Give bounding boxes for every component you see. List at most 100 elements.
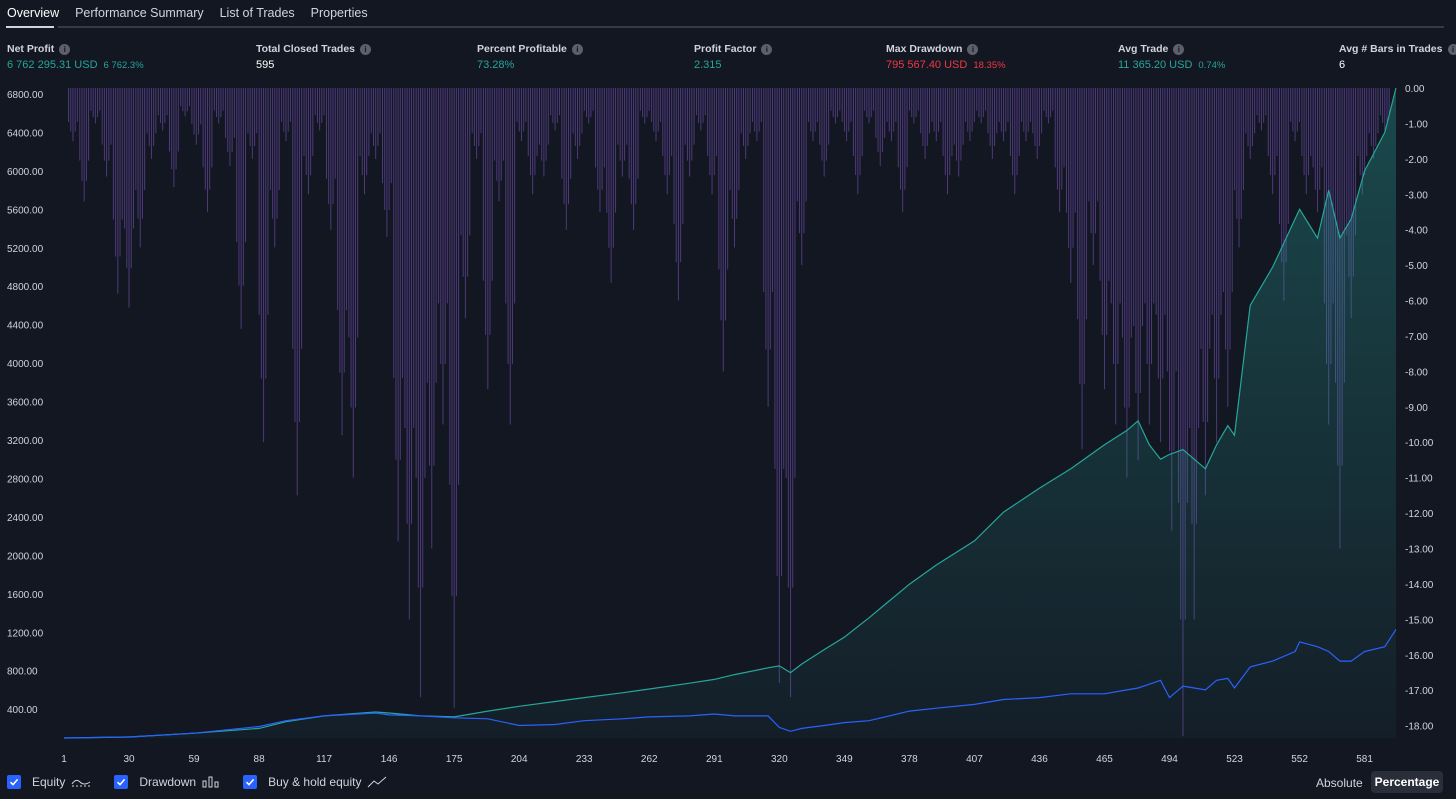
stat-label: Net Profit	[7, 43, 55, 55]
x-tick: 1	[61, 754, 67, 765]
legend-buy-hold[interactable]: Buy & hold equity	[243, 775, 387, 789]
x-tick: 175	[446, 754, 463, 765]
stat-value: 6	[1339, 59, 1346, 71]
x-tick: 88	[254, 754, 266, 765]
tab-properties[interactable]: Properties	[310, 6, 368, 20]
y-tick-left: 4400.00	[7, 321, 44, 332]
x-tick: 291	[706, 754, 723, 765]
info-icon[interactable]: i	[967, 43, 979, 55]
active-tab-indicator	[6, 26, 54, 28]
x-tick: 436	[1031, 754, 1048, 765]
y-tick-left: 2400.00	[7, 513, 44, 524]
y-tick-right: -6.00	[1405, 297, 1428, 308]
drawdown-bars-icon	[202, 776, 219, 788]
tab-performance-summary[interactable]: Performance Summary	[75, 6, 204, 20]
equity-chart[interactable]: 400.00 800.00 1200.00 1600.00 2000.00 2400.00…	[0, 80, 1456, 770]
percentage-button[interactable]: Percentage	[1371, 771, 1443, 793]
x-tick: 146	[381, 754, 398, 765]
x-tick: 262	[641, 754, 658, 765]
y-tick-right: -4.00	[1405, 226, 1428, 237]
y-tick-left: 1600.00	[7, 590, 44, 601]
y-tick-right: -1.00	[1405, 119, 1428, 130]
buy_hold-line	[63, 629, 1397, 739]
x-tick: 552	[1291, 754, 1308, 765]
stat-label: Total Closed Trades	[256, 43, 355, 55]
y-tick-right: -5.00	[1405, 261, 1428, 272]
y-tick-right: -3.00	[1405, 190, 1428, 201]
stat-value: 73.28%	[477, 59, 515, 71]
y-tick-right: 0.00	[1405, 84, 1425, 95]
y-tick-left: 3200.00	[7, 436, 44, 447]
legend-equity-label: Equity	[32, 775, 66, 789]
y-tick-left: 2000.00	[7, 551, 44, 562]
legend-buy-hold-label: Buy & hold equity	[268, 775, 362, 789]
y-tick-right: -9.00	[1405, 403, 1428, 414]
stat-max-drawdown: Max Drawdown i 795 567.40 USD 18.35%	[886, 43, 1006, 71]
y-tick-left: 400.00	[7, 705, 38, 716]
tab-list-of-trades[interactable]: List of Trades	[219, 6, 295, 20]
equity-area	[64, 88, 1396, 738]
y-tick-right: -13.00	[1405, 544, 1434, 555]
y-tick-right: -17.00	[1405, 686, 1434, 697]
info-icon[interactable]: i	[59, 43, 71, 55]
stat-label: Percent Profitable	[477, 43, 567, 55]
stat-value: 11 365.20 USD	[1118, 59, 1193, 71]
y-tick-left: 5200.00	[7, 244, 44, 255]
y-tick-right: -8.00	[1405, 367, 1428, 378]
stat-profit-factor: Profit Factor i 2.315	[694, 43, 773, 71]
info-icon[interactable]: i	[1447, 43, 1456, 55]
x-tick: 494	[1161, 754, 1178, 765]
y-tick-right: -16.00	[1405, 651, 1434, 662]
y-axis-right: 0.00 -1.00 -2.00 -3.00 -4.00 -5.00 -6.00 -7.00 -…	[1405, 84, 1434, 733]
y-tick-right: -7.00	[1405, 332, 1428, 343]
stat-sub-value: 18.35%	[973, 60, 1006, 71]
stat-avg-trade: Avg Trade i 11 365.20 USD 0.74%	[1118, 43, 1225, 71]
y-tick-left: 4000.00	[7, 359, 44, 370]
y-tick-right: -10.00	[1405, 438, 1434, 449]
info-icon[interactable]: i	[1173, 43, 1185, 55]
y-tick-left: 6400.00	[7, 128, 44, 139]
x-tick: 320	[771, 754, 788, 765]
y-tick-right: -11.00	[1405, 474, 1433, 485]
stat-value: 6 762 295.31 USD	[7, 59, 98, 71]
y-axis-left: 400.00 800.00 1200.00 1600.00 2000.00 2400.00…	[7, 90, 44, 716]
y-tick-left: 5600.00	[7, 205, 44, 216]
check-icon[interactable]	[243, 775, 258, 789]
y-tick-left: 3600.00	[7, 398, 44, 409]
legend-drawdown-label: Drawdown	[139, 775, 197, 789]
x-tick: 378	[901, 754, 918, 765]
tab-overview[interactable]: Overview	[7, 6, 60, 20]
x-tick: 117	[316, 754, 332, 765]
stat-value: 595	[256, 59, 275, 71]
info-icon[interactable]: i	[571, 43, 583, 55]
tab-divider	[58, 26, 1444, 28]
stat-value: 2.315	[694, 59, 722, 71]
x-tick: 465	[1096, 754, 1113, 765]
check-icon[interactable]	[114, 775, 129, 789]
legend-drawdown[interactable]: Drawdown	[114, 775, 220, 789]
tab-bar: Overview Performance Summary List of Tra…	[0, 0, 1446, 28]
absolute-button[interactable]: Absolute	[1316, 776, 1363, 790]
stat-sub-value: 6 762.3%	[103, 60, 144, 71]
y-tick-right: -14.00	[1405, 580, 1434, 591]
y-tick-left: 4800.00	[7, 282, 44, 293]
check-icon[interactable]	[7, 775, 21, 789]
stats-row: Net Profit i 6 762 295.31 USD 6 762.3% Tot…	[0, 43, 1456, 77]
legend: Equity Drawdown Buy & hold equity	[7, 773, 410, 791]
legend-equity[interactable]: Equity	[7, 775, 91, 789]
x-tick: 581	[1356, 754, 1373, 765]
stat-avg-bars-in-trades: Avg # Bars in Trades i 6	[1339, 43, 1456, 71]
stat-label: Avg Trade	[1118, 43, 1169, 55]
stat-label: Max Drawdown	[886, 43, 963, 55]
equity-line	[63, 87, 1397, 739]
info-icon[interactable]: i	[360, 43, 371, 55]
x-tick: 233	[576, 754, 593, 765]
drawdown-bars	[68, 88, 1390, 737]
y-tick-right: -18.00	[1405, 722, 1434, 733]
stat-label: Profit Factor	[694, 43, 757, 55]
info-icon[interactable]: i	[761, 43, 773, 55]
y-tick-left: 6000.00	[7, 167, 44, 178]
stat-label: Avg # Bars in Trades	[1339, 43, 1443, 55]
x-tick: 59	[188, 754, 200, 765]
x-tick: 204	[511, 754, 528, 765]
